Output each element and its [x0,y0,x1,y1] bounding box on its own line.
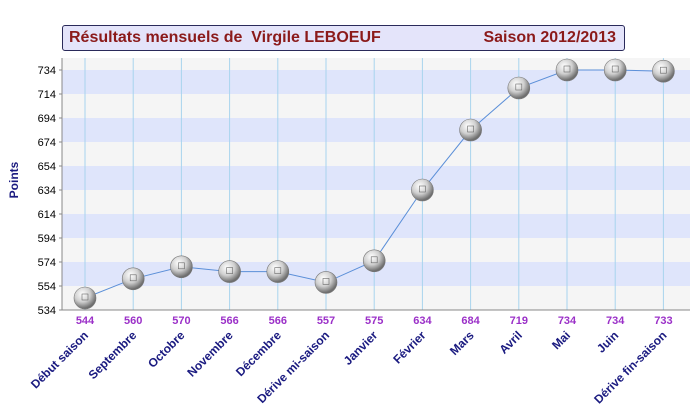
data-point [411,178,434,202]
category-label: Juin [594,328,621,355]
data-point-marker [459,118,482,142]
marker-emblem [660,66,667,74]
category-label: Février [390,328,428,366]
data-point [121,267,145,291]
data-point [266,260,290,283]
y-tick-label: 674 [38,137,56,149]
data-point-marker [218,260,241,283]
grid-band [62,166,690,190]
grid-band [62,118,690,142]
grid-band [62,286,690,310]
y-axis-label: Points [7,161,21,198]
data-point-marker [652,59,675,83]
data-point-marker [170,255,193,279]
category-label: Avril [496,328,524,356]
grid-band [62,58,690,70]
grid-band [62,142,690,166]
category-label: Novembre [184,328,236,380]
data-point [652,59,675,83]
data-point-marker [314,271,338,294]
category-label: Décembre [233,328,284,379]
value-label: 560 [124,315,142,327]
y-tick-label: 634 [38,185,56,197]
marker-emblem [563,65,571,73]
y-tick-label: 714 [38,89,56,101]
marker-emblem [274,267,282,274]
data-point-marker [603,58,627,82]
chart-subtitle: Saison 2012/2013 [483,29,616,46]
data-point [507,76,531,100]
y-tick-label: 594 [38,233,56,245]
y-tick-label: 694 [38,113,56,125]
grid-band [62,190,690,214]
category-label: Octobre [145,328,188,371]
value-label: 733 [654,315,672,327]
data-point [555,58,579,82]
data-point [362,249,386,273]
data-point-marker [73,286,97,310]
y-tick-label: 734 [38,65,56,77]
marker-emblem [370,256,378,264]
data-point-marker [507,76,531,100]
value-label: 734 [558,315,577,327]
marker-emblem [81,293,89,301]
data-point-marker [121,267,145,291]
value-label: 566 [220,315,238,327]
value-label: 634 [413,315,432,327]
y-tick-label: 554 [38,281,56,293]
value-label: 734 [606,315,625,327]
data-point [459,118,482,142]
grid-band [62,94,690,118]
grid-band [62,70,690,94]
marker-emblem [467,125,474,133]
category-label: Septembre [86,328,140,382]
data-point-marker [411,178,434,202]
chart-title: Résultats mensuels de Virgile LEBOEUF [69,29,381,46]
data-point [170,255,193,279]
value-label: 684 [461,315,480,327]
value-label: 570 [172,315,190,327]
data-point [314,271,338,294]
marker-emblem [611,65,619,73]
value-label: 575 [365,315,383,327]
data-point [603,58,627,82]
data-point-marker [266,260,290,283]
value-label: 557 [317,315,335,327]
category-label: Mai [549,328,573,352]
marker-emblem [419,185,426,193]
y-tick-label: 614 [38,209,56,221]
data-point-marker [362,249,386,273]
value-label: 544 [76,315,95,327]
marker-emblem [515,83,523,91]
y-tick-label: 654 [38,161,56,173]
marker-emblem [129,274,137,282]
value-label: 566 [269,315,287,327]
y-tick-label: 574 [38,257,56,269]
data-point-marker [555,58,579,82]
data-point [73,286,97,310]
chart-title-box: Résultats mensuels de Virgile LEBOEUF Sa… [62,25,625,51]
marker-emblem [178,262,185,270]
category-label: Début saison [28,328,91,391]
marker-emblem [226,267,233,274]
value-label: 719 [510,315,528,327]
category-label: Janvier [341,328,381,368]
marker-emblem [322,278,330,285]
y-tick-label: 534 [38,305,56,317]
grid-band [62,214,690,238]
data-point [218,260,241,283]
category-label: Mars [447,328,477,358]
